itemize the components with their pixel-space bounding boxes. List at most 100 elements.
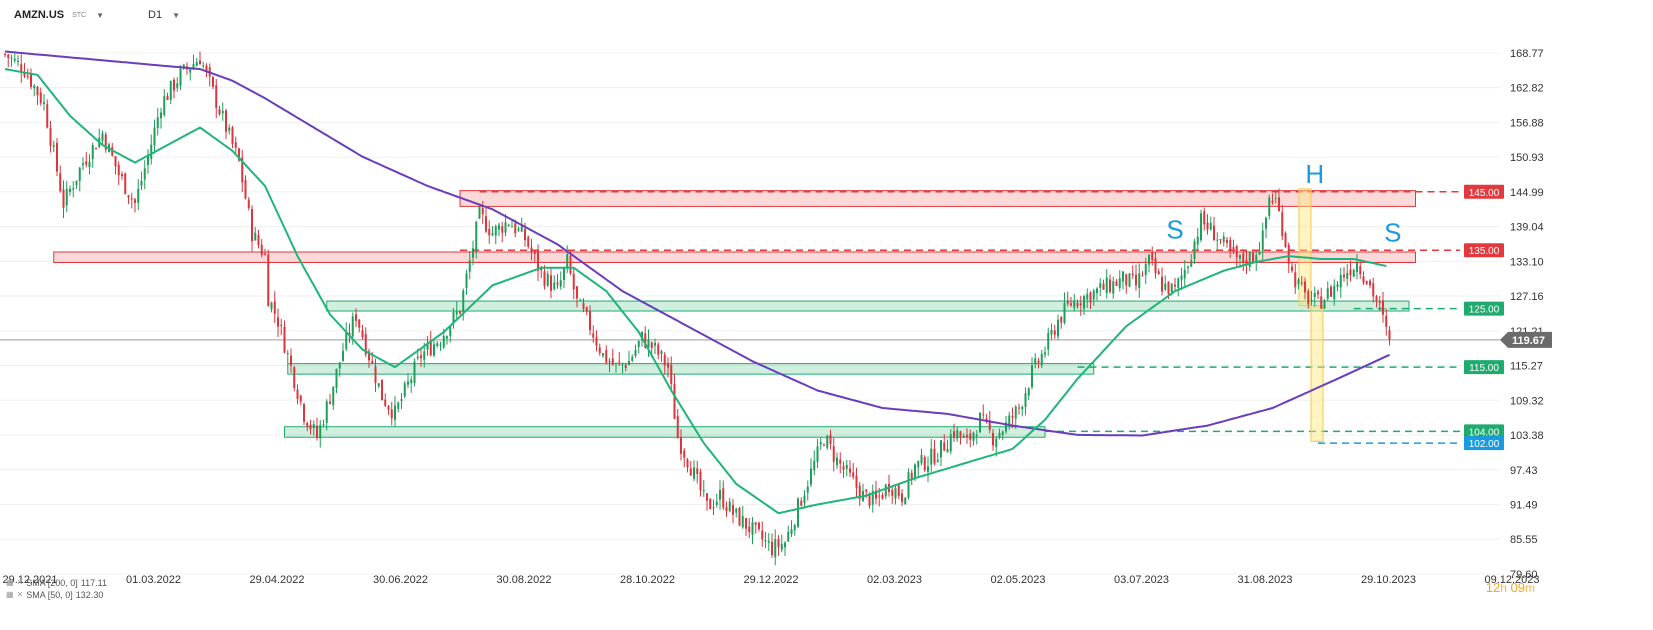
candle-body [614,363,618,365]
pattern-annotations: S H S [1166,159,1401,247]
candle-body [822,445,826,447]
candle-body [806,486,809,493]
candle-body [68,188,72,193]
candle-body [192,64,195,69]
y-tick-label: 127.16 [1510,291,1544,303]
candle-body [865,489,868,492]
candle-body [202,65,205,67]
close-icon[interactable]: ✕ [16,590,24,599]
candle-body [904,497,907,505]
timer-minutes: 09 [1510,580,1525,595]
settings-icon[interactable]: ▦ [6,590,14,599]
candle-body [738,507,741,526]
settings-icon[interactable]: ▦ [6,578,14,587]
candle-body [1069,303,1073,306]
candle-body [26,75,29,77]
candle-body [172,79,176,91]
candle-body [75,180,78,186]
candle-body [582,303,585,310]
candle-body [1112,281,1115,294]
candle-body [1300,282,1303,284]
candle-body [540,267,543,271]
candle-body [1368,280,1372,286]
candle-body [1053,330,1056,335]
candle-body [1199,213,1203,241]
candle-body [1151,252,1154,261]
candle-body [280,324,283,326]
candle-body [1056,319,1060,337]
candle-body [819,442,822,445]
candle-body [260,244,263,256]
candle-body [741,516,744,528]
candle-body [1167,281,1170,295]
candle-body [432,344,436,356]
candle-body [1024,393,1027,407]
candle-body [972,432,975,441]
candle-body [1125,274,1128,286]
candle-body [176,83,179,88]
symbol-label[interactable]: AMZN.US [14,9,65,21]
close-icon[interactable]: ✕ [16,578,24,587]
candle-body [653,342,657,346]
candle-body [289,355,293,366]
candle-body [939,440,943,458]
candle-body [1079,303,1082,306]
candle-body [1307,291,1310,305]
candle-body [527,237,530,247]
candle-body [809,468,813,485]
zone-green [284,426,1046,438]
candle-body [878,495,881,497]
candle-body [1040,353,1043,366]
candle-body [530,247,533,253]
level-label: 104.00 [1469,427,1500,438]
moving-averages [4,50,1390,515]
level-label-box [1464,301,1504,316]
chevron-down-icon[interactable]: ▼ [96,10,105,20]
candle-body [1164,283,1167,290]
candle-body [923,456,926,471]
timer-hours-unit: h [1500,581,1507,595]
y-tick-label: 133.10 [1510,256,1544,268]
candle-body [748,526,751,533]
candle-body [624,364,627,368]
candle-body [998,432,1001,438]
current-price-label: 119.67 [1512,335,1545,347]
candle-body [328,401,332,404]
candle-body [195,62,198,66]
candle-body [757,522,761,529]
y-tick-label: 162.82 [1510,83,1544,95]
candle-body [1229,239,1232,250]
candle-body [553,282,556,290]
candle-body [127,195,130,198]
x-tick-label: 29.12.2021 [2,574,57,586]
candle-body [436,343,439,347]
timeframe-label[interactable]: D1 [148,9,163,21]
candle-body [1268,197,1271,217]
candle-body [263,253,267,255]
candle-body [335,368,338,388]
candle-body [413,361,416,383]
level-label-box [1464,360,1504,375]
chevron-down-icon[interactable]: ▼ [172,10,181,20]
candle-body [65,188,68,206]
candle-body [439,344,442,346]
candle-body [1138,273,1141,288]
candle-body [114,156,117,167]
legend-sma50[interactable]: ▦ ✕ SMA [50, 0] 132.30 [6,589,107,601]
candle-body [1281,212,1284,237]
y-tick-label: 109.32 [1510,395,1544,407]
candle-body [1251,252,1255,263]
candle-body [936,459,939,462]
candle-body [1047,333,1050,350]
y-tick-label: 85.55 [1510,534,1538,546]
legend-sma200[interactable]: ▦ ✕ SMA [200, 0] 117.11 [6,577,107,589]
candle-body [250,208,254,242]
candle-body [1027,388,1030,396]
candle-body [150,144,153,159]
candle-body [1222,236,1225,243]
candle-body [676,415,679,439]
candle-body [777,538,780,548]
candle-body [228,127,231,131]
candle-body [562,267,566,280]
